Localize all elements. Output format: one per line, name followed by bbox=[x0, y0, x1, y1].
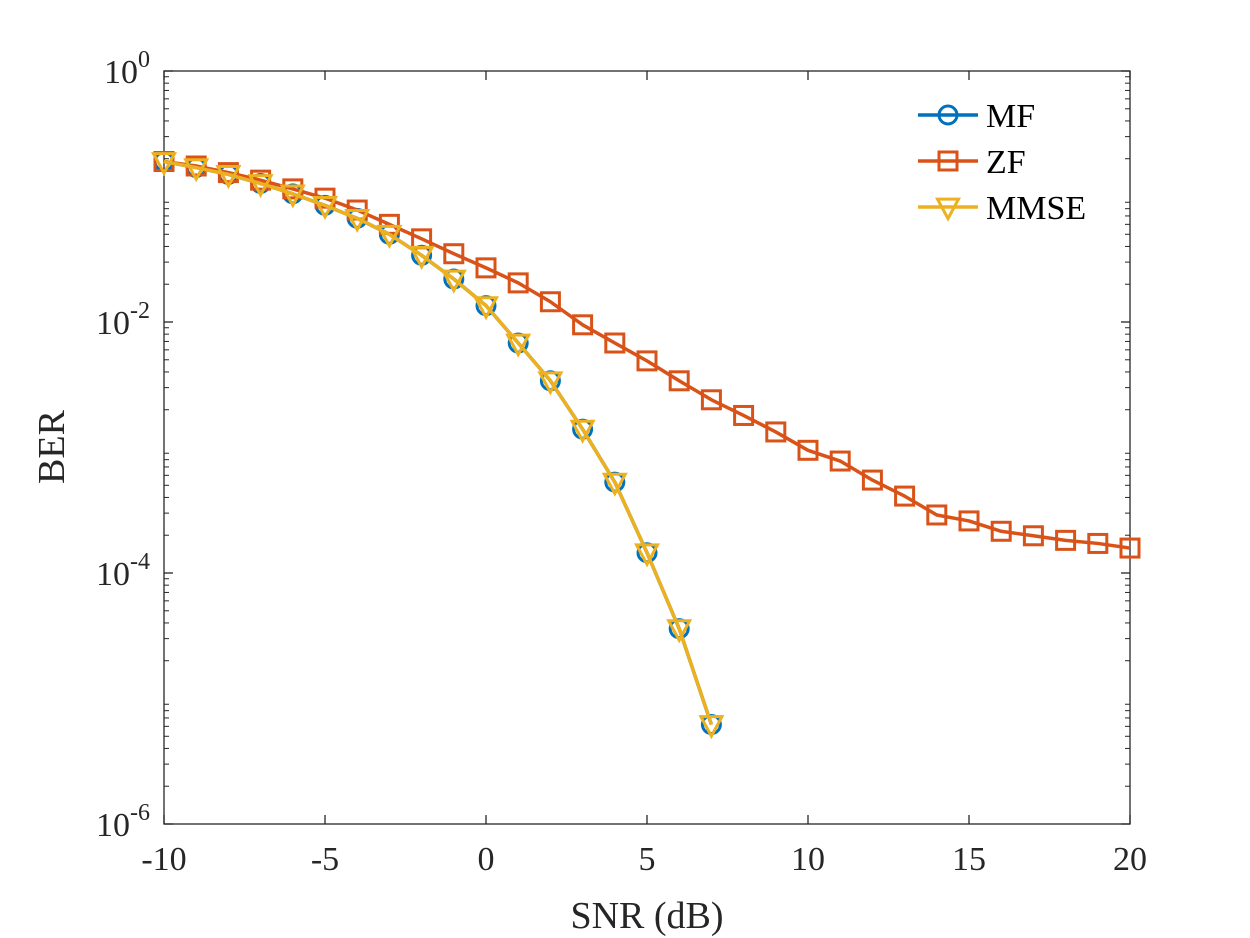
data-point-mmse bbox=[698, 715, 725, 740]
data-point-zf bbox=[861, 469, 883, 491]
data-point-zf bbox=[894, 485, 916, 507]
x-tick-label: 0 bbox=[478, 841, 495, 878]
data-point-zf bbox=[604, 332, 626, 354]
x-tick-label: -10 bbox=[141, 841, 186, 878]
data-point-mmse bbox=[215, 165, 242, 190]
x-axis-title: SNR (dB) bbox=[570, 895, 723, 937]
y-axis-title: BER bbox=[31, 409, 73, 484]
legend-marker bbox=[934, 197, 962, 222]
data-point-mmse bbox=[472, 296, 500, 321]
data-point-mmse bbox=[601, 472, 628, 497]
data-point-zf bbox=[829, 450, 851, 472]
data-point-mmse bbox=[408, 245, 435, 271]
legend-item-mf: MF bbox=[918, 98, 1035, 135]
legend-label: MMSE bbox=[986, 190, 1086, 227]
data-point-zf bbox=[990, 520, 1012, 542]
axes: -10 -5 0 5 10 15 20 10-6 10-4 10-2 100 bbox=[96, 47, 1147, 878]
data-point-zf bbox=[668, 370, 690, 392]
data-point-mmse bbox=[633, 543, 661, 568]
data-point-zf bbox=[797, 439, 819, 461]
data-point-mmse bbox=[279, 184, 306, 209]
data-point-mmse bbox=[247, 174, 274, 199]
x-tick-label: 20 bbox=[1113, 841, 1147, 878]
data-point-zf bbox=[1055, 529, 1077, 551]
data-point-zf bbox=[1022, 525, 1044, 547]
data-point-mmse bbox=[183, 158, 210, 183]
y-tick-label: 100 bbox=[104, 47, 150, 91]
data-point-mmse bbox=[311, 195, 339, 221]
data-point-mmse bbox=[344, 208, 371, 234]
data-point-zf bbox=[926, 504, 948, 526]
data-point-zf bbox=[475, 257, 497, 279]
data-point-zf bbox=[1119, 537, 1141, 559]
legend: MF ZF MMSE bbox=[918, 98, 1086, 227]
data-point-zf bbox=[539, 291, 561, 313]
legend-label: ZF bbox=[986, 144, 1026, 181]
y-tick-label: 10-2 bbox=[96, 298, 150, 342]
legend-marker bbox=[937, 104, 959, 126]
x-tick-label: 5 bbox=[639, 841, 656, 878]
y-tick-label: 10-4 bbox=[96, 549, 150, 593]
legend-item-zf: ZF bbox=[918, 144, 1026, 181]
data-point-zf bbox=[443, 243, 465, 265]
data-point-zf bbox=[765, 421, 787, 443]
x-tick-label: 15 bbox=[952, 841, 986, 878]
data-point-mmse bbox=[440, 269, 467, 294]
x-tick-label: 10 bbox=[791, 841, 825, 878]
legend-marker bbox=[937, 150, 959, 172]
y-tick-label: 10-6 bbox=[96, 800, 150, 844]
data-point-zf bbox=[572, 314, 594, 336]
series-mmse bbox=[150, 152, 725, 740]
data-point-mmse bbox=[376, 224, 403, 249]
x-tick-label: -5 bbox=[311, 841, 339, 878]
series-zf bbox=[153, 151, 1141, 559]
legend-label: MF bbox=[986, 98, 1035, 135]
series-layer bbox=[150, 151, 1141, 740]
data-point-zf bbox=[507, 272, 529, 294]
data-point-mmse bbox=[537, 371, 564, 396]
data-point-zf bbox=[636, 350, 658, 372]
data-point-mmse bbox=[569, 419, 596, 444]
legend-item-mmse: MMSE bbox=[918, 190, 1086, 227]
data-point-mmse bbox=[505, 333, 532, 358]
data-point-zf bbox=[1087, 532, 1109, 554]
data-point-mmse bbox=[666, 619, 693, 644]
data-point-zf bbox=[733, 404, 755, 426]
data-point-mmse bbox=[150, 152, 178, 177]
data-point-zf bbox=[700, 389, 722, 411]
data-point-zf bbox=[958, 510, 980, 532]
